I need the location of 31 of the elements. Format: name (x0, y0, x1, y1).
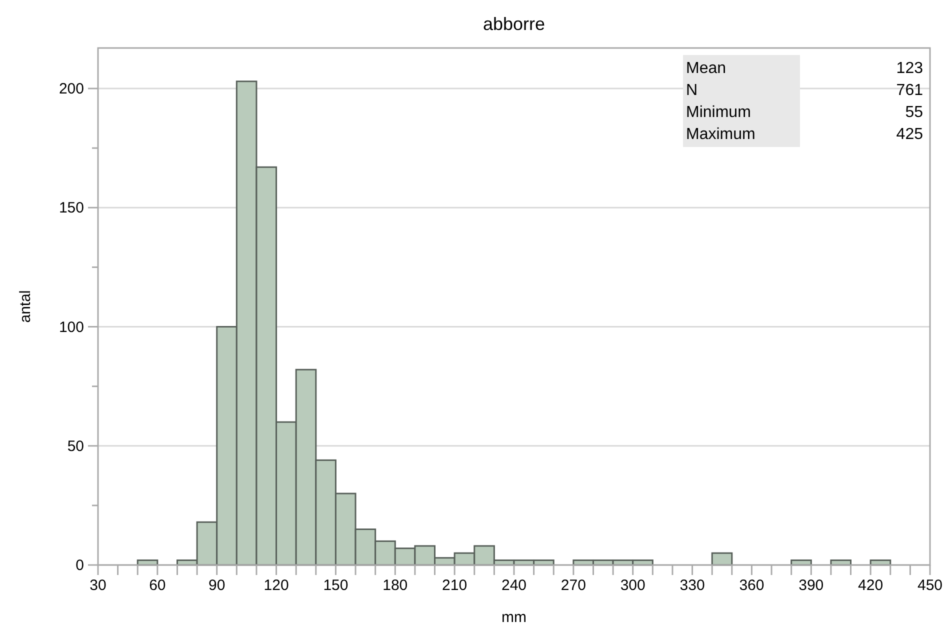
x-tick-label: 30 (90, 577, 106, 594)
x-tick-label: 120 (264, 577, 289, 594)
y-tick-label: 100 (58, 318, 84, 336)
x-tick-label: 90 (208, 577, 226, 594)
annotation: 761 (896, 82, 924, 99)
annotation: 425 (896, 126, 924, 143)
annotation: 123 (896, 60, 924, 77)
x-tick-label: 420 (858, 577, 884, 594)
annotation: Maximum (686, 126, 756, 143)
y-tick-label: 150 (58, 200, 84, 217)
x-tick-label: 150 (323, 577, 348, 594)
annotation: Minimum (686, 104, 751, 121)
x-tick-label: 270 (560, 577, 586, 594)
y-tick-label: 200 (58, 80, 84, 98)
x-tick-label: 240 (501, 577, 527, 594)
x-tick-label: 390 (798, 577, 824, 594)
y-tick-label: 0 (76, 557, 84, 574)
x-tick-label: 60 (149, 577, 166, 594)
x-tick-label: 360 (739, 577, 764, 594)
annotation: N (686, 82, 698, 99)
annotation: Mean (686, 60, 726, 77)
y-tick-label: 50 (67, 438, 84, 455)
chart-title: abborre (482, 14, 546, 34)
x-axis-title: mm (502, 609, 526, 626)
x-tick-label: 210 (442, 577, 468, 594)
x-tick-label: 180 (382, 577, 408, 594)
y-axis-title: antal (17, 290, 34, 323)
x-tick-label: 330 (680, 577, 705, 594)
x-tick-label: 450 (917, 577, 943, 594)
annotation: 55 (905, 104, 924, 121)
x-tick-label: 300 (620, 577, 646, 594)
